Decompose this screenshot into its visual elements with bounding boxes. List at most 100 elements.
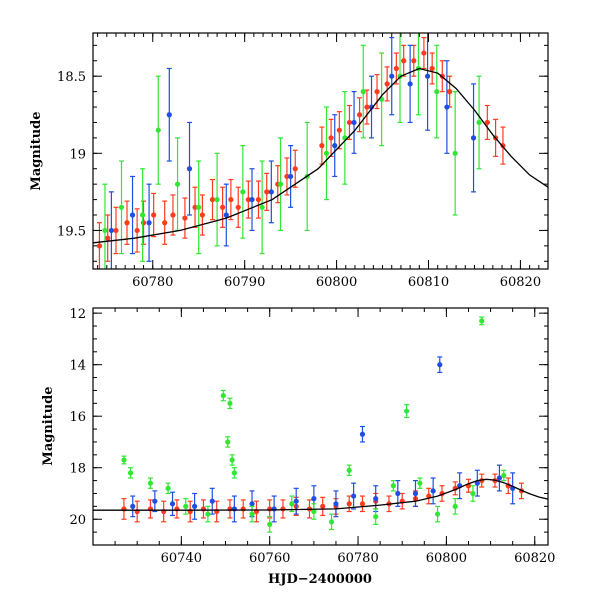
- data-point: [328, 135, 334, 141]
- data-point: [196, 204, 202, 210]
- bottom-series-0-point: [121, 498, 127, 520]
- data-point: [255, 196, 262, 203]
- top-series-2-point: [174, 137, 181, 232]
- top-y-tick-label: 19: [69, 147, 86, 162]
- top-series-1-point: [129, 175, 136, 255]
- top-series-2-point: [476, 75, 482, 170]
- data-point: [484, 119, 490, 126]
- data-point: [192, 204, 198, 210]
- data-point: [474, 480, 480, 486]
- top-series-0-point: [255, 180, 262, 219]
- top-series-0-point: [192, 186, 198, 228]
- bottom-series-1-point: [152, 490, 158, 513]
- top-axes-frame: [92, 32, 549, 270]
- data-point: [259, 204, 265, 210]
- top-series-0-point: [421, 37, 427, 70]
- bottom-series-1-point: [192, 492, 198, 520]
- data-point: [351, 493, 357, 499]
- data-point: [280, 506, 286, 512]
- data-point: [214, 196, 220, 203]
- data-point: [220, 204, 226, 210]
- bottom-series-2-point: [225, 436, 231, 448]
- data-point: [231, 506, 237, 512]
- data-point: [140, 220, 147, 226]
- data-point: [319, 143, 325, 149]
- top-y-axis: 18.5 19 19.5: [57, 44, 548, 262]
- data-point: [130, 503, 136, 509]
- bottom-series-0-point: [214, 500, 220, 523]
- data-point: [470, 490, 476, 497]
- top-series-1-point: [407, 44, 413, 124]
- bottom-series-1-point: [351, 482, 357, 510]
- bottom-series-2-point: [289, 495, 295, 513]
- top-series-0-point: [113, 206, 119, 255]
- bottom-series-0-point: [253, 500, 260, 523]
- bottom-x-axis: 60740 60760 60780 60800 60820: [92, 308, 555, 566]
- data-point: [183, 503, 189, 509]
- top-x-tick-label: 60790: [224, 275, 265, 290]
- top-series-0-point: [162, 200, 168, 245]
- data-point: [102, 227, 108, 234]
- bottom-y-tick-label: 12: [69, 307, 86, 322]
- data-point: [151, 212, 157, 218]
- top-series-2-point: [277, 137, 284, 232]
- top-series-0-point: [500, 126, 506, 165]
- top-y-tick-label: 19.5: [57, 224, 86, 239]
- data-point: [390, 483, 396, 489]
- bottom-series-2-point: [311, 503, 317, 520]
- top-series-0-point: [374, 74, 380, 110]
- data-point: [437, 362, 443, 368]
- bottom-y-axis: 12 14 16 18 20: [69, 307, 548, 546]
- data-point: [129, 212, 136, 218]
- bottom-series-2-point: [127, 467, 134, 479]
- data-point: [373, 514, 379, 520]
- data-point: [170, 212, 176, 218]
- top-series-0-point: [264, 172, 270, 211]
- top-series-0-point: [235, 186, 241, 228]
- top-series-1-point: [288, 145, 294, 208]
- data-point: [346, 501, 352, 507]
- top-series-1-point: [146, 183, 152, 262]
- data-point: [96, 243, 103, 249]
- data-point: [186, 166, 193, 172]
- top-series-0-point: [199, 194, 205, 236]
- bottom-x-tick-label: 60780: [337, 551, 378, 566]
- bottom-series-2-point: [373, 508, 379, 525]
- bottom-series-1-point: [474, 469, 480, 497]
- bottom-series-1-point: [437, 356, 443, 374]
- top-series-2-point: [434, 44, 440, 139]
- top-series-1-point: [108, 191, 114, 269]
- bottom-x-tick-label: 60820: [514, 551, 555, 566]
- data-point: [374, 89, 380, 95]
- bottom-series-1-point: [395, 479, 401, 507]
- bottom-series-0-point: [346, 495, 352, 513]
- bottom-series-2-point: [417, 477, 423, 489]
- bottom-x-tick-label: 60760: [249, 551, 290, 566]
- bottom-series-1-point: [130, 495, 136, 518]
- bottom-x-tick-label: 60800: [426, 551, 467, 566]
- top-x-tick-label: 60820: [500, 275, 541, 290]
- bottom-series-0-point: [174, 499, 180, 519]
- top-series-0-point: [228, 178, 234, 221]
- top-series-0-point: [209, 178, 216, 221]
- data-point: [311, 508, 317, 515]
- data-point: [220, 392, 226, 399]
- data-point: [364, 104, 370, 110]
- top-series-0-point: [346, 104, 353, 141]
- data-point: [152, 498, 158, 504]
- data-point: [452, 150, 458, 156]
- bottom-series-2-point: [121, 455, 127, 465]
- data-point: [192, 503, 198, 509]
- data-point: [231, 470, 237, 476]
- top-series-1-point: [351, 91, 357, 154]
- data-point: [155, 127, 161, 133]
- bottom-series-0-point: [134, 500, 140, 523]
- data-point: [452, 503, 458, 509]
- bottom-model-curve: [93, 478, 548, 511]
- top-series-2-point: [323, 106, 330, 201]
- bottom-series-2-point: [434, 505, 441, 523]
- top-series-0-point: [182, 197, 188, 239]
- data-point: [124, 220, 130, 226]
- bottom-series-1-point: [412, 479, 419, 507]
- bottom-series-1-point: [231, 495, 237, 523]
